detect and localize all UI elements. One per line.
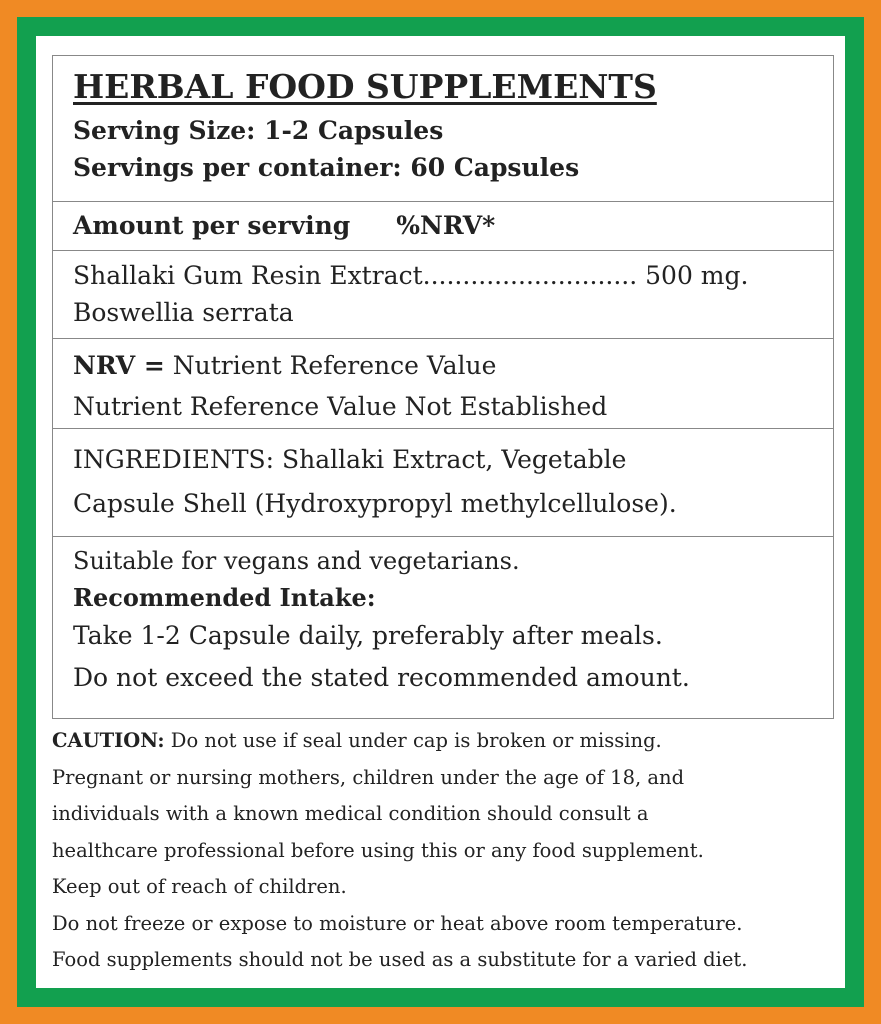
amount-header-row: Amount per serving %NRV*	[53, 202, 833, 251]
nrv-definition: Nutrient Reference Value	[164, 351, 497, 380]
caution-line: Keep out of reach of children.	[52, 875, 347, 898]
header-row: HERBAL FOOD SUPPLEMENTS Serving Size: 1-…	[53, 64, 833, 202]
ingredients-line-2: Capsule Shell (Hydroxypropyl methylcellu…	[73, 489, 677, 518]
nrv-label: NRV =	[73, 351, 165, 380]
caution-line: Do not use if seal under cap is broken o…	[164, 729, 662, 752]
label-panel	[36, 36, 845, 988]
intake-warning: Do not exceed the stated recommended amo…	[73, 663, 690, 692]
supplement-facts-table: HERBAL FOOD SUPPLEMENTS Serving Size: 1-…	[52, 55, 834, 719]
caution-line: healthcare professional before using thi…	[52, 838, 704, 862]
nrv-note: Nutrient Reference Value Not Established	[73, 392, 608, 421]
ingredient-row: Shallaki Gum Resin Extract..............…	[53, 251, 833, 339]
amount-label: Amount per serving	[73, 211, 351, 240]
caution-line: Do not freeze or expose to moisture or h…	[52, 911, 743, 935]
intake-text: Take 1-2 Capsule daily, preferably after…	[73, 621, 663, 650]
caution-label: CAUTION:	[52, 729, 165, 752]
ingredients-line-1: INGREDIENTS: Shallaki Extract, Vegetable	[73, 445, 627, 474]
caution-line: Pregnant or nursing mothers, children un…	[52, 765, 685, 789]
nrv-header: %NRV*	[396, 211, 496, 240]
servings-per-container: Servings per container: 60 Capsules	[73, 153, 580, 182]
latin-name: Boswellia serrata	[73, 298, 294, 327]
serving-size: Serving Size: 1-2 Capsules	[73, 116, 444, 145]
ingredient-line: Shallaki Gum Resin Extract..............…	[73, 261, 749, 290]
caution-section: CAUTION: Do not use if seal under cap is…	[52, 723, 852, 979]
usage-row: Suitable for vegans and vegetarians. Rec…	[53, 537, 833, 718]
ingredients-row: INGREDIENTS: Shallaki Extract, Vegetable…	[53, 429, 833, 537]
title: HERBAL FOOD SUPPLEMENTS	[73, 67, 657, 106]
nrv-row: NRV = Nutrient Reference Value Nutrient …	[53, 339, 833, 429]
caution-line: individuals with a known medical conditi…	[52, 802, 649, 825]
suitable-note: Suitable for vegans and vegetarians.	[73, 547, 520, 575]
intake-label: Recommended Intake:	[73, 583, 376, 612]
caution-line: Food supplements should not be used as a…	[52, 948, 748, 971]
